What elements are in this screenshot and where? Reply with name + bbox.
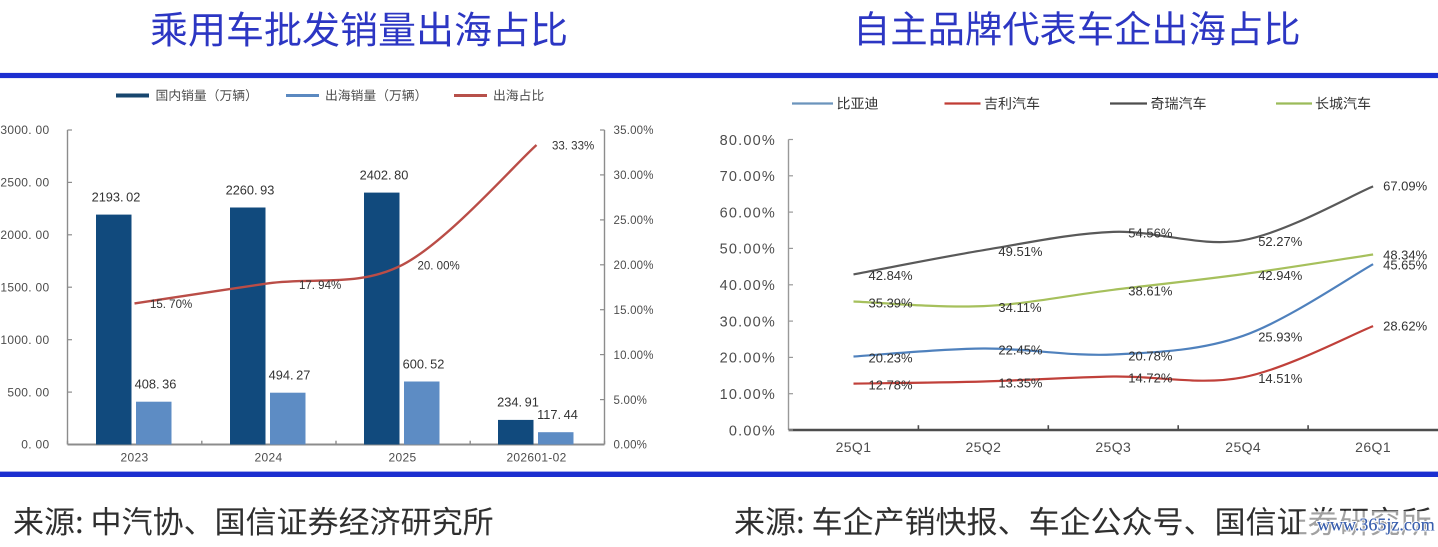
svg-text:17. 94%: 17. 94% bbox=[299, 280, 341, 292]
svg-text:25Q2: 25Q2 bbox=[965, 439, 1001, 455]
svg-text:494. 27: 494. 27 bbox=[269, 367, 311, 382]
svg-text:2193. 02: 2193. 02 bbox=[92, 189, 141, 204]
svg-text:15. 70%: 15. 70% bbox=[150, 299, 192, 311]
svg-text:30.00%: 30.00% bbox=[614, 170, 654, 182]
svg-text:28.62%: 28.62% bbox=[1383, 318, 1428, 333]
svg-text:2500. 00: 2500. 00 bbox=[0, 176, 49, 190]
svg-text:0.00%: 0.00% bbox=[614, 440, 648, 452]
svg-text:52.27%: 52.27% bbox=[1258, 234, 1303, 249]
svg-text:www.365jz.com: www.365jz.com bbox=[1317, 515, 1435, 535]
svg-text:48.34%: 48.34% bbox=[1383, 247, 1428, 262]
svg-text:408. 36: 408. 36 bbox=[135, 376, 177, 391]
svg-text:49.51%: 49.51% bbox=[998, 244, 1043, 259]
svg-text:26Q1: 26Q1 bbox=[1355, 439, 1391, 455]
svg-text:30.00%: 30.00% bbox=[720, 314, 776, 330]
svg-text:13.35%: 13.35% bbox=[998, 375, 1043, 390]
svg-text:60.00%: 60.00% bbox=[720, 205, 776, 221]
svg-text:3000. 00: 3000. 00 bbox=[0, 123, 49, 137]
svg-text:14.51%: 14.51% bbox=[1258, 371, 1303, 386]
svg-text:25.00%: 25.00% bbox=[614, 215, 654, 227]
svg-text:54.56%: 54.56% bbox=[1128, 226, 1173, 241]
svg-text:35.00%: 35.00% bbox=[614, 125, 654, 137]
svg-text:22.45%: 22.45% bbox=[998, 342, 1043, 357]
svg-text:40.00%: 40.00% bbox=[720, 278, 776, 294]
svg-text:45.65%: 45.65% bbox=[1383, 257, 1428, 272]
svg-text:5.00%: 5.00% bbox=[614, 395, 648, 407]
svg-text:www.365jz.com: www.365jz.com bbox=[1317, 515, 1435, 535]
svg-text:20.23%: 20.23% bbox=[869, 350, 914, 365]
svg-text:600. 52: 600. 52 bbox=[403, 356, 445, 371]
svg-text:38.61%: 38.61% bbox=[1128, 284, 1173, 299]
svg-text:10.00%: 10.00% bbox=[614, 350, 654, 362]
svg-text:2000. 00: 2000. 00 bbox=[0, 228, 49, 242]
svg-text:234. 91: 234. 91 bbox=[497, 395, 539, 410]
svg-text:15.00%: 15.00% bbox=[614, 305, 654, 317]
svg-text:1500. 00: 1500. 00 bbox=[0, 280, 49, 294]
svg-text:70.00%: 70.00% bbox=[720, 169, 776, 185]
svg-text:25Q3: 25Q3 bbox=[1095, 439, 1131, 455]
svg-text:20.78%: 20.78% bbox=[1128, 348, 1173, 363]
svg-text:20. 00%: 20. 00% bbox=[418, 261, 460, 273]
svg-text:0.00%: 0.00% bbox=[729, 423, 776, 439]
svg-text:33. 33%: 33. 33% bbox=[552, 141, 594, 153]
svg-text:10.00%: 10.00% bbox=[720, 387, 776, 403]
svg-text:20.00%: 20.00% bbox=[614, 260, 654, 272]
svg-text:0. 00: 0. 00 bbox=[21, 438, 49, 452]
svg-text:14.72%: 14.72% bbox=[1128, 370, 1173, 385]
svg-text:117. 44: 117. 44 bbox=[537, 407, 578, 422]
svg-text:25Q1: 25Q1 bbox=[836, 439, 872, 455]
svg-text:2260. 93: 2260. 93 bbox=[226, 182, 275, 197]
svg-text:2025: 2025 bbox=[389, 451, 417, 465]
svg-text:35.39%: 35.39% bbox=[869, 295, 914, 310]
svg-text:34.11%: 34.11% bbox=[998, 300, 1042, 315]
svg-text:25.93%: 25.93% bbox=[1258, 330, 1303, 345]
svg-text:2024: 2024 bbox=[255, 451, 283, 465]
svg-text:2402. 80: 2402. 80 bbox=[360, 167, 409, 182]
svg-text:20.00%: 20.00% bbox=[720, 351, 776, 367]
svg-text:202601-02: 202601-02 bbox=[506, 451, 566, 465]
svg-text:1000. 00: 1000. 00 bbox=[0, 333, 49, 347]
svg-text:42.84%: 42.84% bbox=[869, 268, 914, 283]
svg-text:2023: 2023 bbox=[121, 451, 149, 465]
svg-text:80.00%: 80.00% bbox=[720, 133, 776, 149]
svg-text:500. 00: 500. 00 bbox=[7, 385, 49, 399]
svg-text:12.78%: 12.78% bbox=[869, 377, 914, 392]
svg-text:67.09%: 67.09% bbox=[1383, 179, 1428, 194]
svg-text:25Q4: 25Q4 bbox=[1225, 439, 1261, 455]
svg-text:42.94%: 42.94% bbox=[1258, 268, 1303, 283]
svg-text:50.00%: 50.00% bbox=[720, 242, 776, 258]
